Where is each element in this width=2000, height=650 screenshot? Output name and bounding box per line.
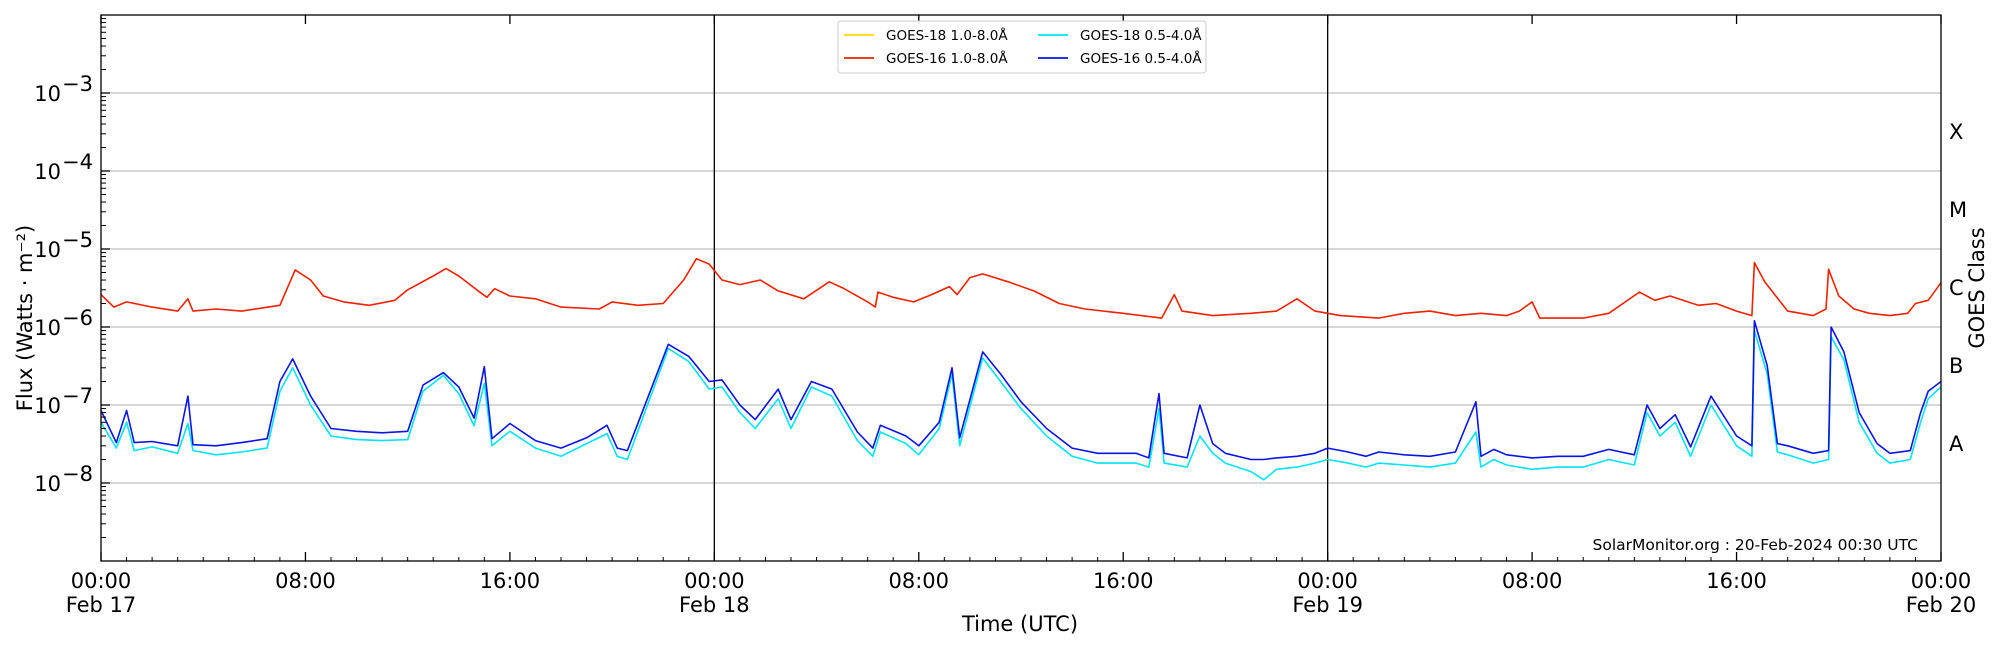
y-tick-exponent: −7 bbox=[62, 384, 93, 408]
series-line bbox=[100, 257, 1942, 319]
goes-class-label: A bbox=[1949, 432, 1964, 456]
x-tick-label: 08:00 bbox=[889, 569, 950, 593]
x-tick-label: 00:00 bbox=[684, 569, 745, 593]
legend-label: GOES-16 0.5-4.0Å bbox=[1080, 50, 1202, 67]
y-tick-exponent: −4 bbox=[62, 150, 93, 174]
goes-class-label: M bbox=[1949, 198, 1967, 222]
y-tick-label: 10 bbox=[34, 394, 61, 418]
goes-class-axis-title: GOES Class bbox=[1965, 227, 1989, 348]
x-tick-date-label: Feb 17 bbox=[66, 593, 137, 617]
x-tick-date-label: Feb 18 bbox=[679, 593, 750, 617]
legend-box bbox=[837, 20, 1207, 74]
y-tick-exponent: −5 bbox=[62, 228, 93, 252]
x-tick-label: 08:00 bbox=[1502, 569, 1563, 593]
y-tick-label: 10 bbox=[34, 160, 61, 184]
y-tick-exponent: −8 bbox=[62, 462, 93, 486]
credit-text: SolarMonitor.org : 20-Feb-2024 00:30 UTC bbox=[1593, 536, 1918, 554]
x-tick-date-label: Feb 19 bbox=[1292, 593, 1363, 617]
goes-class-label: B bbox=[1949, 354, 1963, 378]
x-tick-label: 16:00 bbox=[1706, 569, 1767, 593]
y-tick-label: 10 bbox=[34, 472, 61, 496]
legend-label: GOES-16 1.0-8.0Å bbox=[886, 50, 1008, 67]
x-tick-label: 00:00 bbox=[1911, 569, 1972, 593]
y-tick-exponent: −6 bbox=[62, 306, 93, 330]
series-line bbox=[100, 329, 1942, 481]
x-tick-label: 00:00 bbox=[71, 569, 132, 593]
x-tick-label: 00:00 bbox=[1297, 569, 1358, 593]
x-tick-label: 16:00 bbox=[480, 569, 541, 593]
y-axis-title: Flux (Watts · m⁻²) bbox=[13, 225, 37, 411]
legend: GOES-18 1.0-8.0Å GOES-18 0.5-4.0Å GOES-16 … bbox=[837, 20, 1207, 74]
x-axis-title: Time (UTC) bbox=[961, 612, 1078, 636]
x-tick-label: 08:00 bbox=[275, 569, 336, 593]
series-lines bbox=[100, 257, 1942, 481]
legend-label: GOES-18 0.5-4.0Å bbox=[1080, 27, 1202, 44]
grid-lines bbox=[101, 15, 1941, 561]
x-tick-date-label: Feb 20 bbox=[1906, 593, 1977, 617]
y-tick-exponent: −3 bbox=[62, 72, 93, 96]
goes-class-label: X bbox=[1949, 120, 1963, 144]
y-tick-label: 10 bbox=[34, 238, 61, 262]
series-line bbox=[100, 320, 1942, 461]
goes-class-label: C bbox=[1949, 276, 1964, 300]
y-tick-label: 10 bbox=[34, 316, 61, 340]
legend-label: GOES-18 1.0-8.0Å bbox=[886, 27, 1008, 44]
x-tick-label: 16:00 bbox=[1093, 569, 1154, 593]
y-tick-label: 10 bbox=[34, 82, 61, 106]
